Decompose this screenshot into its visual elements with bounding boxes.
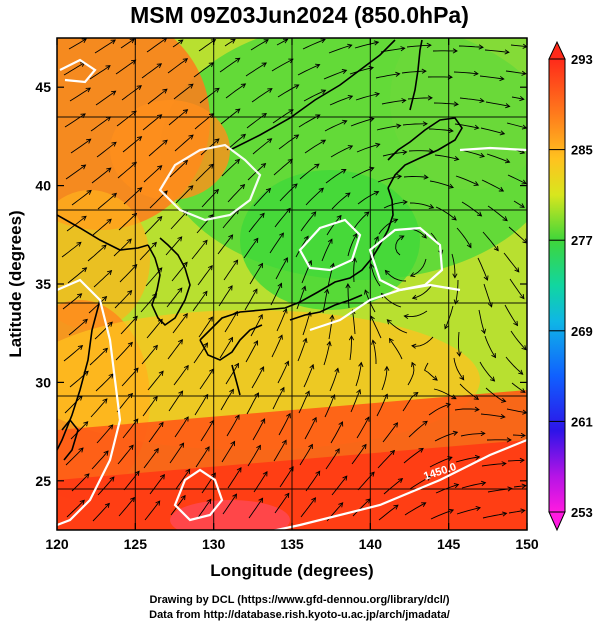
x-tick-label: 125 [124, 536, 148, 552]
x-axis: 120 125 130 135 140 145 150 [45, 38, 539, 552]
y-axis: 25 30 35 40 45 [35, 79, 527, 489]
colorbar-max-arrow [548, 40, 566, 60]
y-tick-label: 35 [35, 276, 51, 292]
x-tick-label: 120 [45, 536, 69, 552]
x-axis-label: Longitude (degrees) [210, 561, 373, 580]
figure-title: MSM 09Z03Jun2024 (850.0hPa) [130, 2, 469, 28]
colorbar-label: 261 [571, 414, 593, 429]
colorbar-label: 285 [571, 143, 593, 158]
colorbar-label: 277 [571, 233, 593, 248]
colorbar-scale [548, 58, 566, 513]
x-tick-label: 135 [280, 536, 304, 552]
x-tick-label: 130 [202, 536, 226, 552]
colorbar-label: 293 [571, 52, 593, 67]
credit-drawing: Drawing by DCL (https://www.gfd-dennou.o… [149, 594, 450, 606]
colorbar-label: 253 [571, 505, 593, 520]
x-tick-label: 140 [359, 536, 383, 552]
y-axis-label: Latitude (degrees) [6, 210, 25, 357]
colorbar-min-arrow [548, 511, 566, 532]
y-tick-label: 40 [35, 178, 51, 194]
y-tick-label: 30 [35, 374, 51, 390]
height-contours [57, 58, 527, 530]
wind-streamlines [61, 38, 527, 522]
y-tick-label: 25 [35, 473, 51, 489]
colorbar-label: 269 [571, 324, 593, 339]
x-tick-label: 150 [515, 536, 539, 552]
colorbar: 293 285 277 269 261 253 [548, 40, 593, 532]
temperature-field [57, 38, 527, 530]
coastlines [57, 39, 463, 461]
credit-data: Data from http://database.rish.kyoto-u.a… [149, 609, 450, 621]
x-tick-label: 145 [437, 536, 461, 552]
y-tick-label: 45 [35, 79, 51, 95]
